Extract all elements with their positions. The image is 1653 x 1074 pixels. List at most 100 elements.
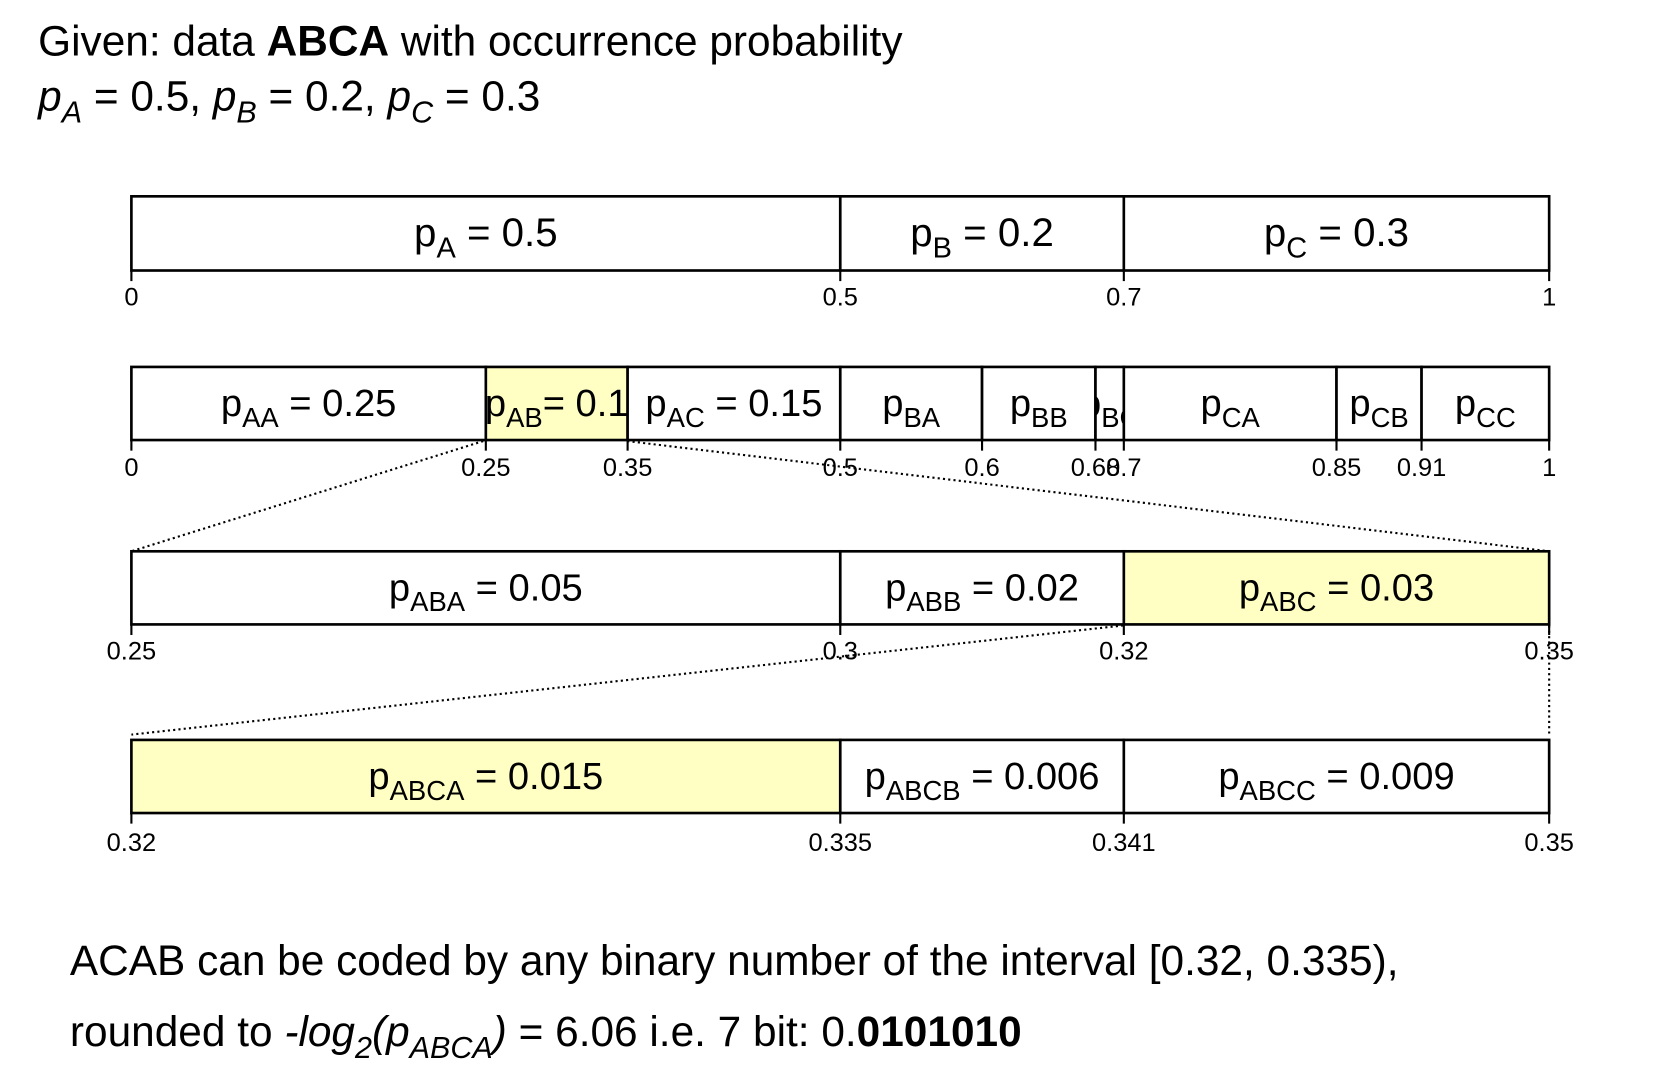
segment-label: pABC = 0.03 xyxy=(1239,567,1434,618)
segment-label: pC = 0.3 xyxy=(1264,210,1409,264)
tick-label: 0.5 xyxy=(823,454,858,482)
text-run: = 0.006 xyxy=(961,755,1100,798)
tick-label: 0.341 xyxy=(1092,829,1156,857)
subscript: B xyxy=(933,232,952,264)
text-run: 0101010 xyxy=(857,1008,1022,1055)
text-run: -log xyxy=(284,1008,355,1055)
subscript: 2 xyxy=(354,1031,372,1065)
footer-line: ACAB can be coded by any binary number o… xyxy=(70,937,1399,984)
text-run: Given: data xyxy=(38,17,267,64)
text-run: p xyxy=(1010,382,1031,425)
subscript: ABB xyxy=(906,586,961,617)
text-run: p xyxy=(221,382,242,425)
text-run: p xyxy=(1455,382,1476,425)
subscript: ABCA xyxy=(408,1031,493,1065)
interval-segment xyxy=(980,365,1097,442)
tick-label: 0.5 xyxy=(823,283,858,311)
text-run: = 0.25 xyxy=(279,382,397,425)
tick-label: 0 xyxy=(124,454,138,482)
text-run: p xyxy=(389,567,410,610)
subscript: CC xyxy=(1476,402,1516,433)
tick-label: 1 xyxy=(1542,283,1556,311)
interval-segment xyxy=(130,365,488,442)
tick-label: 0.6 xyxy=(964,454,999,482)
interval-segment xyxy=(1122,738,1551,815)
text-run: = 0.015 xyxy=(464,755,603,798)
interval-row: pA = 0.5 pB = 0.2 pC = 0.30 0.5 0.7 1 xyxy=(124,195,1556,311)
tick-label: 1 xyxy=(1542,454,1556,482)
segment-label: pABA = 0.05 xyxy=(389,567,583,618)
text-run: = 0.5, xyxy=(82,73,213,120)
subscript: A xyxy=(60,95,82,129)
footer-line: rounded to -log2(pABCA) = 6.06 i.e. 7 bi… xyxy=(70,1008,1022,1065)
tick-label: 0.68 xyxy=(1071,454,1120,482)
tick-label: 0.91 xyxy=(1397,454,1446,482)
text-run: p xyxy=(1218,755,1239,798)
subscript: ABCC xyxy=(1240,775,1316,806)
text-run: p xyxy=(885,567,906,610)
text-run: = 0.03 xyxy=(1317,567,1435,610)
text-run: = 0.3 xyxy=(433,73,540,120)
subscript: ABCB xyxy=(886,775,961,806)
tick-label: 0.35 xyxy=(1524,829,1573,857)
subscript: AC xyxy=(667,402,705,433)
subscript: C xyxy=(411,95,434,129)
tick-label: 0.7 xyxy=(1106,283,1141,311)
segment-label: pABCA = 0.015 xyxy=(368,755,603,806)
tick-label: 0.25 xyxy=(461,454,510,482)
text-run: ACAB can be coded by any binary number o… xyxy=(70,937,1399,984)
text-run: = 0.05 xyxy=(465,567,583,610)
segment-label: pABCB = 0.006 xyxy=(865,755,1100,806)
subscript: BC xyxy=(1101,402,1139,433)
interval-segment xyxy=(130,195,842,272)
text-run: = 0.5 xyxy=(456,210,558,255)
subscript: BA xyxy=(903,402,940,433)
zoom-line xyxy=(131,624,1124,736)
text-run: p xyxy=(882,382,903,425)
segment-label: pBB xyxy=(1010,382,1068,433)
zoom-lines xyxy=(131,440,1551,736)
text-run: rounded to xyxy=(70,1008,284,1055)
text-run: p xyxy=(1080,382,1101,425)
segment-label: pBC xyxy=(1080,382,1139,433)
text-run: = 0.15 xyxy=(705,382,823,425)
tick-label: 0.85 xyxy=(1312,454,1361,482)
interval-segment xyxy=(1122,365,1338,442)
header-line: pA = 0.5, pB = 0.2, pC = 0.3 xyxy=(36,73,540,130)
text-run: p xyxy=(1349,382,1370,425)
tick-label: 0.32 xyxy=(107,829,156,857)
tick-label: 0.25 xyxy=(107,637,156,665)
segment-label: pAC = 0.15 xyxy=(645,382,822,433)
text-run: p xyxy=(1200,382,1221,425)
text-run: (p xyxy=(372,1008,410,1055)
text-run: = 0.1 xyxy=(543,382,629,425)
segment-label: pABCC = 0.009 xyxy=(1218,755,1454,806)
text-run: p xyxy=(1264,210,1286,255)
segment-label: pAB= 0.1 xyxy=(485,382,629,433)
tick-label: 0.335 xyxy=(808,829,872,857)
segment-label: pAA = 0.25 xyxy=(221,382,397,433)
tick-label: 0 xyxy=(124,283,138,311)
text-run: = 0.2, xyxy=(257,73,388,120)
text-run: = 6.06 i.e. 7 bit: 0. xyxy=(507,1008,857,1055)
interval-row: pABA = 0.05 pABB = 0.02 pABC = 0.030.25 0.3… xyxy=(107,549,1574,665)
text-run: ABCA xyxy=(267,17,389,64)
interval-segment xyxy=(1420,365,1551,442)
segment-label: pABB = 0.02 xyxy=(885,567,1079,618)
segment-label: pB = 0.2 xyxy=(910,210,1054,264)
text-run: p xyxy=(368,755,389,798)
tick-label: 0.32 xyxy=(1099,637,1148,665)
interval-segment xyxy=(626,365,842,442)
interval-segment xyxy=(1335,365,1423,442)
text-run: = 0.3 xyxy=(1307,210,1409,255)
text-run: p xyxy=(1239,567,1260,610)
subscript: ABC xyxy=(1260,586,1316,617)
zoom-line xyxy=(131,440,484,553)
interval-segment xyxy=(838,195,1126,272)
tick-label: 0.3 xyxy=(823,637,858,665)
interval-segment xyxy=(484,365,629,442)
segment-label: pCB xyxy=(1349,382,1408,433)
